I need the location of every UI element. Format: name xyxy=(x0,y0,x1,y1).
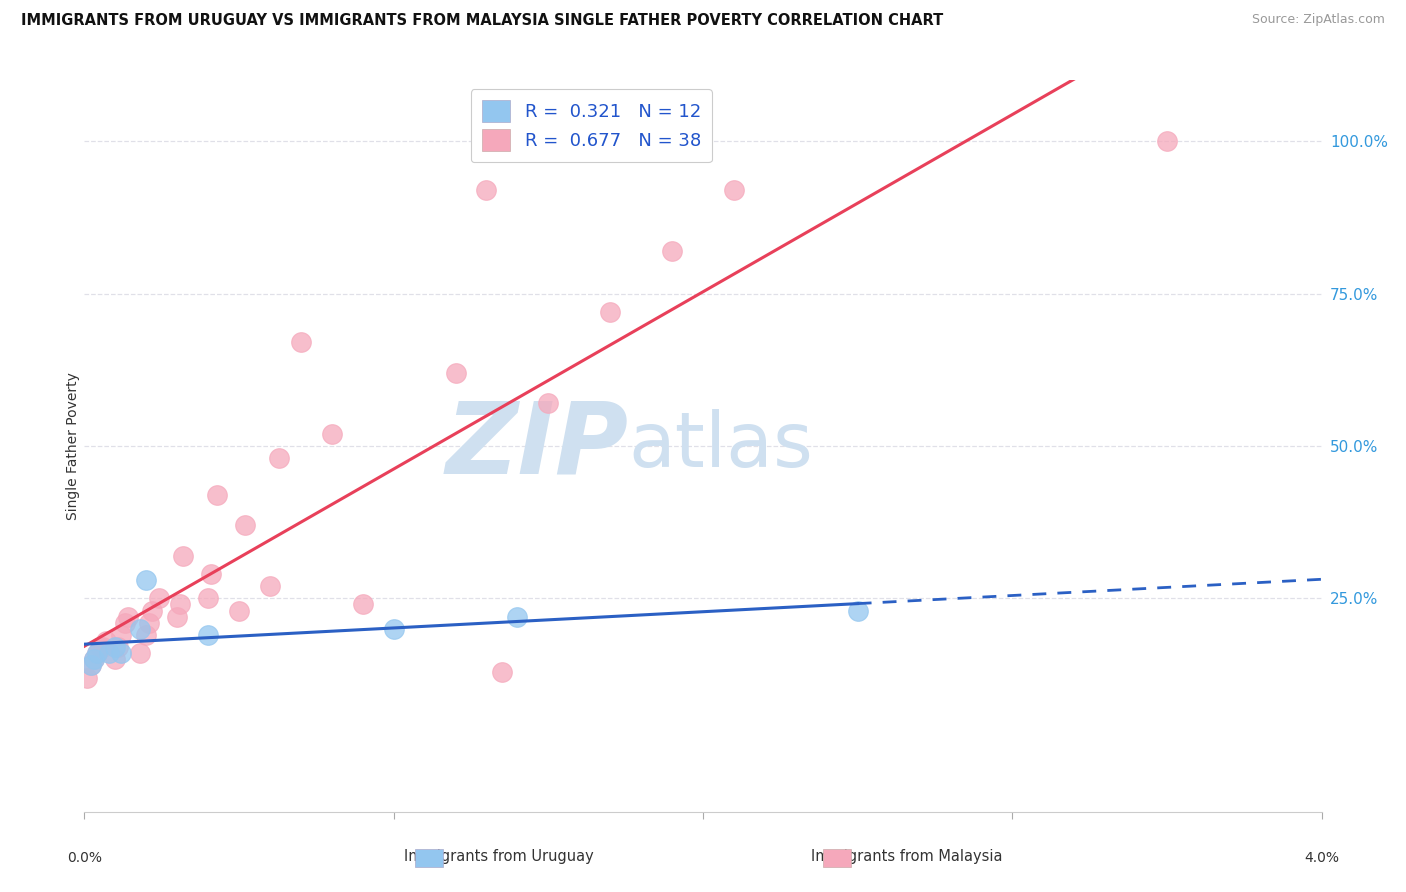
Point xyxy=(228,604,250,618)
Point xyxy=(129,646,152,660)
Point xyxy=(207,488,229,502)
Point xyxy=(91,640,114,655)
Point xyxy=(197,591,219,606)
Point xyxy=(110,628,132,642)
Point xyxy=(135,573,157,587)
Point xyxy=(117,609,139,624)
Point xyxy=(172,549,194,563)
Point xyxy=(233,518,256,533)
Point xyxy=(169,598,191,612)
Point xyxy=(444,366,467,380)
Point xyxy=(382,622,405,636)
Point xyxy=(135,628,157,642)
Text: 4.0%: 4.0% xyxy=(1305,851,1339,865)
Text: 0.0%: 0.0% xyxy=(67,851,101,865)
Point xyxy=(537,396,560,410)
Point xyxy=(107,640,129,655)
Point xyxy=(129,622,152,636)
Point xyxy=(86,646,108,660)
Text: atlas: atlas xyxy=(628,409,814,483)
Point xyxy=(846,604,869,618)
Point xyxy=(104,640,127,655)
Point xyxy=(148,591,170,606)
Point xyxy=(661,244,683,258)
Text: IMMIGRANTS FROM URUGUAY VS IMMIGRANTS FROM MALAYSIA SINGLE FATHER POVERTY CORREL: IMMIGRANTS FROM URUGUAY VS IMMIGRANTS FR… xyxy=(21,13,943,29)
Text: Source: ZipAtlas.com: Source: ZipAtlas.com xyxy=(1251,13,1385,27)
Point xyxy=(723,183,745,197)
Point xyxy=(86,646,108,660)
Point xyxy=(89,640,111,655)
Legend: R =  0.321   N = 12, R =  0.677   N = 38: R = 0.321 N = 12, R = 0.677 N = 38 xyxy=(471,89,711,162)
Point xyxy=(141,604,163,618)
Point xyxy=(79,658,101,673)
Point xyxy=(79,658,101,673)
Point xyxy=(76,671,98,685)
Point xyxy=(197,628,219,642)
Point xyxy=(352,598,374,612)
Point xyxy=(114,615,136,630)
Point xyxy=(259,579,281,593)
Point xyxy=(166,609,188,624)
Point xyxy=(506,609,529,624)
Point xyxy=(83,652,105,666)
Point xyxy=(321,426,343,441)
Point xyxy=(200,567,222,582)
Point xyxy=(138,615,160,630)
Point xyxy=(269,451,291,466)
Point xyxy=(599,305,621,319)
Text: Immigrants from Uruguay: Immigrants from Uruguay xyxy=(405,849,593,863)
Point xyxy=(290,335,312,350)
Point xyxy=(475,183,498,197)
Y-axis label: Single Father Poverty: Single Father Poverty xyxy=(66,372,80,520)
Point xyxy=(1156,134,1178,148)
Text: ZIP: ZIP xyxy=(446,398,628,494)
Point xyxy=(98,646,121,660)
Point xyxy=(104,652,127,666)
Point xyxy=(83,652,105,666)
Point xyxy=(491,665,513,679)
Point xyxy=(110,646,132,660)
Text: Immigrants from Malaysia: Immigrants from Malaysia xyxy=(811,849,1002,863)
Point xyxy=(94,634,117,648)
